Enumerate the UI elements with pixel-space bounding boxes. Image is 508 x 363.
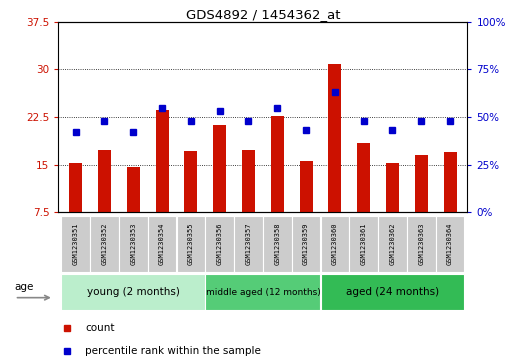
Text: GSM1230359: GSM1230359 [303, 223, 309, 265]
Bar [184, 151, 198, 212]
Bar [61, 216, 90, 272]
Bar [69, 163, 82, 212]
Bar [205, 216, 234, 272]
Bar [300, 161, 312, 212]
Text: GSM1230363: GSM1230363 [418, 223, 424, 265]
Bar [90, 216, 119, 272]
Text: GSM1230364: GSM1230364 [447, 223, 453, 265]
Bar [148, 216, 176, 272]
Text: middle aged (12 months): middle aged (12 months) [206, 288, 320, 297]
Bar [407, 216, 436, 272]
Bar [127, 167, 140, 212]
Bar [321, 216, 350, 272]
Bar [234, 216, 263, 272]
Bar [98, 150, 111, 212]
Text: GSM1230360: GSM1230360 [332, 223, 338, 265]
Bar [436, 216, 464, 272]
Bar [292, 216, 321, 272]
Bar [61, 274, 205, 310]
Text: GSM1230362: GSM1230362 [390, 223, 396, 265]
Text: aged (24 months): aged (24 months) [346, 287, 439, 297]
Bar [321, 274, 464, 310]
Bar [119, 216, 148, 272]
Bar [213, 125, 226, 212]
Title: GDS4892 / 1454362_at: GDS4892 / 1454362_at [185, 8, 340, 21]
Text: GSM1230358: GSM1230358 [274, 223, 280, 265]
Text: GSM1230361: GSM1230361 [361, 223, 367, 265]
Bar [328, 64, 341, 212]
Bar [378, 216, 407, 272]
Bar [205, 274, 321, 310]
Bar [443, 152, 457, 212]
Bar [155, 110, 169, 212]
Text: GSM1230354: GSM1230354 [159, 223, 165, 265]
Text: percentile rank within the sample: percentile rank within the sample [85, 346, 261, 356]
Bar [350, 216, 378, 272]
Bar [386, 163, 399, 212]
Text: GSM1230351: GSM1230351 [73, 223, 79, 265]
Text: GSM1230357: GSM1230357 [245, 223, 251, 265]
Text: GSM1230352: GSM1230352 [102, 223, 108, 265]
Text: GSM1230353: GSM1230353 [130, 223, 136, 265]
Text: age: age [15, 282, 34, 292]
Text: GSM1230356: GSM1230356 [217, 223, 223, 265]
Bar [357, 143, 370, 212]
Bar [176, 216, 205, 272]
Bar [242, 150, 255, 212]
Bar [271, 116, 284, 212]
Text: young (2 months): young (2 months) [87, 287, 180, 297]
Text: GSM1230355: GSM1230355 [188, 223, 194, 265]
Bar [415, 155, 428, 212]
Bar [263, 216, 292, 272]
Text: count: count [85, 323, 114, 333]
